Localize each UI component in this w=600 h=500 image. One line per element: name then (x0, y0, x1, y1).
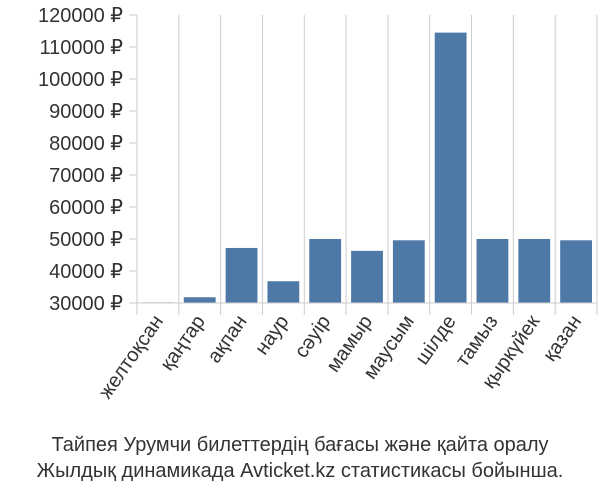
bar (225, 247, 258, 303)
bar (476, 239, 509, 303)
y-tick-label: 100000 ₽ (38, 69, 123, 91)
bar (392, 240, 425, 303)
y-tick-label: 120000 ₽ (38, 5, 123, 27)
bar (309, 239, 342, 303)
x-tick-label: қазан (539, 311, 586, 365)
bar (560, 240, 592, 303)
bar (267, 281, 300, 303)
bar-chart: 30000 ₽ 40000 ₽ 50000 ₽ 60000 ₽ 70000 ₽ 80000… (38, 5, 598, 403)
x-tick-label: желтоқсан (95, 311, 168, 403)
y-tick-label: 70000 ₽ (49, 165, 123, 187)
y-tick-label: 60000 ₽ (49, 197, 123, 219)
bar (518, 239, 551, 303)
y-tick-label: 30000 ₽ (49, 293, 123, 315)
chart-caption-line-2: Жылдық динамикада Avticket.kz статистика… (36, 460, 564, 482)
y-tick-label: 110000 ₽ (39, 37, 123, 59)
y-tick-label: 40000 ₽ (49, 261, 123, 283)
x-tick-label: наур (251, 311, 294, 359)
y-tick-label: 90000 ₽ (49, 101, 123, 123)
y-tick-label: 50000 ₽ (49, 229, 123, 251)
bar (183, 297, 216, 303)
x-tick-label: ақпан (203, 311, 251, 367)
bar (351, 250, 383, 303)
y-tick-label: 80000 ₽ (49, 133, 123, 155)
bar (434, 32, 467, 303)
chart-caption-line-1: Тайпея Урумчи билеттердің бағасы және қа… (51, 434, 549, 456)
chart-area: 30000 ₽ 40000 ₽ 50000 ₽ 60000 ₽ 70000 ₽ 80000… (38, 5, 598, 403)
x-tick-label: қаңтар (156, 311, 210, 374)
